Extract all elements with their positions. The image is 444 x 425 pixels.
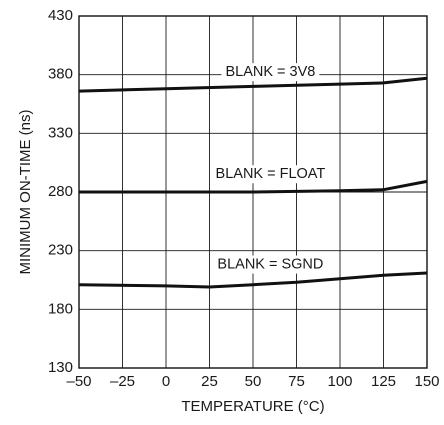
series-label-bg-2 [213, 255, 328, 274]
y-tick-label: 380 [48, 66, 73, 83]
y-tick-label: 130 [48, 359, 73, 376]
y-tick-label: 330 [48, 124, 73, 141]
y-tick-label: 280 [48, 183, 73, 200]
x-tick-label: 125 [371, 373, 396, 390]
x-tick-label: 100 [327, 373, 352, 390]
series-labels: BLANK = 3V8 BLANK = FLOAT BLANK = SGND [211, 63, 330, 274]
series-line-2 [78, 271, 428, 289]
y-tick-label: 230 [48, 242, 73, 259]
x-tick-label: 25 [201, 373, 218, 390]
y-axis-title: MINIMUM ON-TIME (ns) [17, 110, 34, 275]
series-label-0: BLANK = 3V8 [225, 64, 315, 80]
series-label-bg-1 [211, 165, 330, 184]
y-tick-label: 180 [48, 300, 73, 317]
x-tick-label: 0 [162, 373, 170, 390]
series-label-bg-0 [221, 63, 320, 82]
series-label-2: BLANK = SGND [217, 257, 323, 273]
series-line-1 [79, 179, 428, 194]
y-tick-label: 430 [48, 7, 73, 24]
series-line-0 [78, 76, 428, 93]
x-tick-label: –50 [66, 373, 91, 390]
x-tick-label: 75 [288, 373, 305, 390]
x-tick-label: 150 [414, 373, 439, 390]
series-lines [78, 76, 428, 289]
x-tick-label: 50 [245, 373, 262, 390]
x-axis-title: TEMPERATURE (°C) [181, 398, 324, 415]
x-tick-label: –25 [110, 373, 135, 390]
tick-labels: –50 –25 0 25 50 75 100 125 150 130 180 230 280 330 380… [48, 7, 440, 390]
series-label-1: BLANK = FLOAT [216, 166, 326, 182]
plot-frame [78, 15, 428, 369]
